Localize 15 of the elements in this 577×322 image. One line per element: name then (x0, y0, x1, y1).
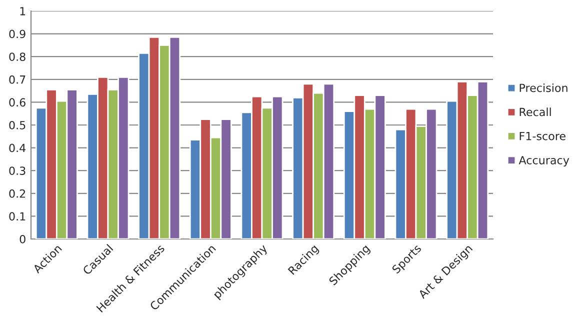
y-tick-label: 0.9 (9, 30, 26, 38)
y-tick-label: 0.5 (9, 120, 26, 130)
legend-label: F1-score (520, 132, 566, 140)
y-tick-label: 0 (20, 234, 26, 244)
y-tick-label: 0.6 (9, 98, 26, 107)
y-tick-label: 0.7 (9, 75, 26, 84)
legend-label: Accuracy (518, 156, 570, 167)
y-tick-label: 1 (20, 7, 26, 16)
y-tick-label: 0.3 (9, 166, 26, 175)
y-tick-label: 0.2 (9, 189, 26, 198)
y-tick-label: 0.1 (9, 212, 26, 221)
legend-label: Precision (520, 83, 568, 92)
legend-label: Recall (520, 108, 551, 116)
y-tick-label: 0.4 (9, 144, 26, 152)
y-tick-label: 0.8 (9, 52, 26, 61)
